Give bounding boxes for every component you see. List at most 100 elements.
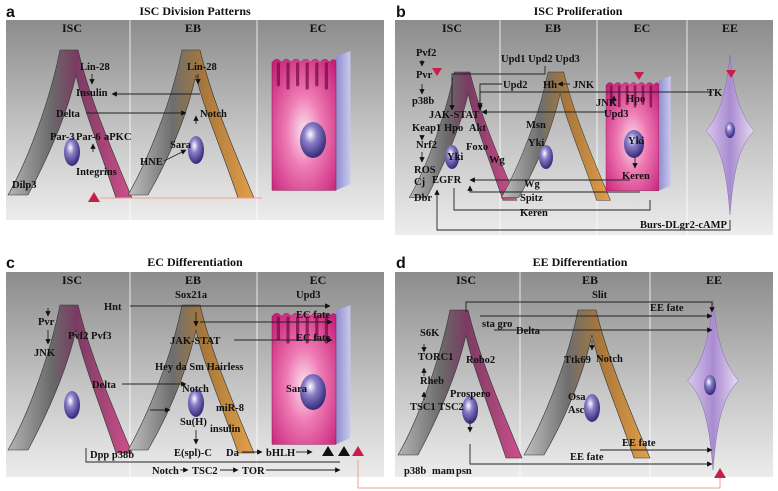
panel-b-yki-eb: Yki: [528, 138, 544, 149]
panel-b-hh: Hh: [543, 80, 557, 91]
panel-b-wg-eb: Wg: [489, 155, 506, 166]
panel-b-keren-low: Keren: [520, 208, 548, 219]
panel-d-ttk69: Ttk69: [564, 355, 591, 366]
panel-b-tk: TK: [707, 88, 723, 99]
panel-a-par6: Par-6: [76, 132, 101, 143]
panel-b-title: ISC Proliferation: [534, 4, 623, 18]
panel-d-prospero: Prospero: [450, 389, 490, 400]
panel-b-dbr: Dbr: [414, 193, 432, 204]
panel-b-spitz: Spitz: [520, 193, 543, 204]
panel-b-eb-nucleus: [539, 145, 553, 169]
panel-b-upd3: Upd3: [604, 109, 629, 120]
panel-c-eb-nucleus: [188, 389, 204, 417]
panel-c-letter: c: [6, 255, 15, 272]
panel-b-upd2: Upd2: [503, 80, 528, 91]
panel-c-ecfate1: EC fate: [296, 310, 330, 321]
panel-b-col-isc: ISC: [442, 21, 462, 35]
panel-c-espl: E(spl)-C: [174, 448, 212, 459]
panel-a-apkc: aPKC: [104, 132, 131, 143]
panel-b-p38b: p38b: [412, 96, 434, 107]
panel-c-pvf2pvf3: Pvf2 Pvf3: [68, 331, 111, 342]
panel-b-burs: Burs-DLgr2-cAMP: [640, 220, 727, 231]
panel-a-ec-cell: [271, 50, 351, 191]
panel-a-notch: Notch: [200, 109, 227, 120]
panel-b-hpo-ec: Hpo: [626, 94, 645, 105]
panel-b: b ISC Proliferation ISC EB EC EE Pvf2 Pv…: [395, 4, 773, 235]
panel-b-hpo-isc: Hpo: [444, 123, 463, 134]
panel-b-col-ec: EC: [634, 21, 651, 35]
panel-b-col-ee: EE: [722, 21, 738, 35]
panel-a-title: ISC Division Patterns: [139, 4, 251, 18]
panel-b-keap1: Keap1: [412, 123, 441, 134]
panel-a-lin28-isc: Lin-28: [80, 62, 110, 73]
panel-c-da: Da: [226, 448, 240, 459]
panel-c-heyda: Hey da Sm Hairless: [155, 362, 243, 373]
panel-c-tsc2: TSC2: [192, 466, 218, 477]
panel-b-cj: Cj: [414, 177, 425, 188]
panel-d-ee-nucleus: [704, 375, 716, 395]
panel-d-tsc: TSC1 TSC2: [410, 402, 464, 413]
panel-c-su: Su(H): [180, 417, 207, 428]
panel-c-hnt: Hnt: [104, 302, 122, 313]
panel-d-letter: d: [396, 255, 406, 272]
panel-b-ec-nucleus: [624, 130, 644, 158]
panel-a-hne: HNE: [140, 157, 163, 168]
panel-d-delta: Delta: [516, 326, 541, 337]
panel-c-insulin: insulin: [210, 424, 241, 435]
panel-d-col-isc: ISC: [456, 273, 476, 287]
panel-d-slit: Slit: [592, 290, 608, 301]
panel-a-eb-nucleus: [188, 136, 204, 164]
panel-c-bhlh: bHLH: [266, 448, 295, 459]
panel-d-eefate3: EE fate: [570, 452, 604, 463]
panel-c-title: EC Differentiation: [147, 255, 243, 269]
panel-a-col-ec: EC: [310, 21, 327, 35]
panel-b-keren-ec: Keren: [622, 171, 650, 182]
panel-c-tor: TOR: [242, 466, 265, 477]
panel-d-eefate1: EE fate: [650, 303, 684, 314]
panel-a: a ISC Division Patterns ISC EB EC Lin-28…: [6, 4, 384, 220]
panel-b-foxo: Foxo: [466, 142, 488, 153]
panel-d-col-ee: EE: [706, 273, 722, 287]
panel-b-letter: b: [396, 4, 406, 21]
panel-b-ee-nucleus: [725, 122, 735, 138]
panel-b-jakstat: JAK-STAT: [429, 110, 479, 121]
panel-a-sara: Sara: [170, 140, 192, 151]
panel-c-notch-low: Notch: [152, 466, 179, 477]
panel-b-upd-trio: Upd1 Upd2 Upd3: [501, 54, 580, 65]
panel-b-yki-isc: Yki: [447, 152, 463, 163]
panel-b-egfr: EGFR: [432, 175, 462, 186]
panel-b-jnk-ec: JNK: [596, 98, 618, 109]
panel-c-upd3: Upd3: [296, 290, 321, 301]
panel-b-jnk-eb: JNK: [573, 80, 595, 91]
panel-a-dilp3: Dilp3: [12, 180, 37, 191]
panel-b-nrf2: Nrf2: [416, 140, 437, 151]
panel-c-delta: Delta: [92, 380, 117, 391]
panel-d-mam: mam: [432, 466, 455, 477]
panel-a-col-eb: EB: [185, 21, 201, 35]
panel-d-psn: psn: [456, 466, 472, 477]
panel-d-rheb: Rheb: [420, 376, 444, 387]
panel-c-col-ec: EC: [310, 273, 327, 287]
panel-c-col-eb: EB: [185, 273, 201, 287]
panel-d-eefate2: EE fate: [622, 438, 656, 449]
panel-d-asc: Asc: [568, 405, 585, 416]
panel-b-isc-nucleus: [445, 145, 459, 169]
panel-d-robo2: Robo2: [466, 355, 495, 366]
panel-d-notch: Notch: [596, 354, 623, 365]
panel-d-osa: Osa: [568, 392, 586, 403]
panel-a-red-marker: [88, 192, 100, 202]
panel-c-jakstat: JAK-STAT: [170, 336, 220, 347]
panel-b-ros: ROS: [414, 165, 436, 176]
panel-d-s6k: S6K: [420, 328, 440, 339]
panel-b-yki-ec: Yki: [628, 136, 644, 147]
panel-c-notch: Notch: [182, 384, 209, 395]
panel-c-mir8: miR-8: [216, 403, 244, 414]
panel-a-ec-nucleus: [300, 122, 326, 158]
panel-a-insulin: Insulin: [76, 88, 108, 99]
panel-d-isc-nucleus: [462, 396, 478, 424]
panel-c-pvr: Pvr: [38, 317, 55, 328]
panel-c-col-isc: ISC: [62, 273, 82, 287]
panel-c-ecfate2: EC fate: [296, 333, 330, 344]
panel-d-torc1: TORC1: [418, 352, 453, 363]
